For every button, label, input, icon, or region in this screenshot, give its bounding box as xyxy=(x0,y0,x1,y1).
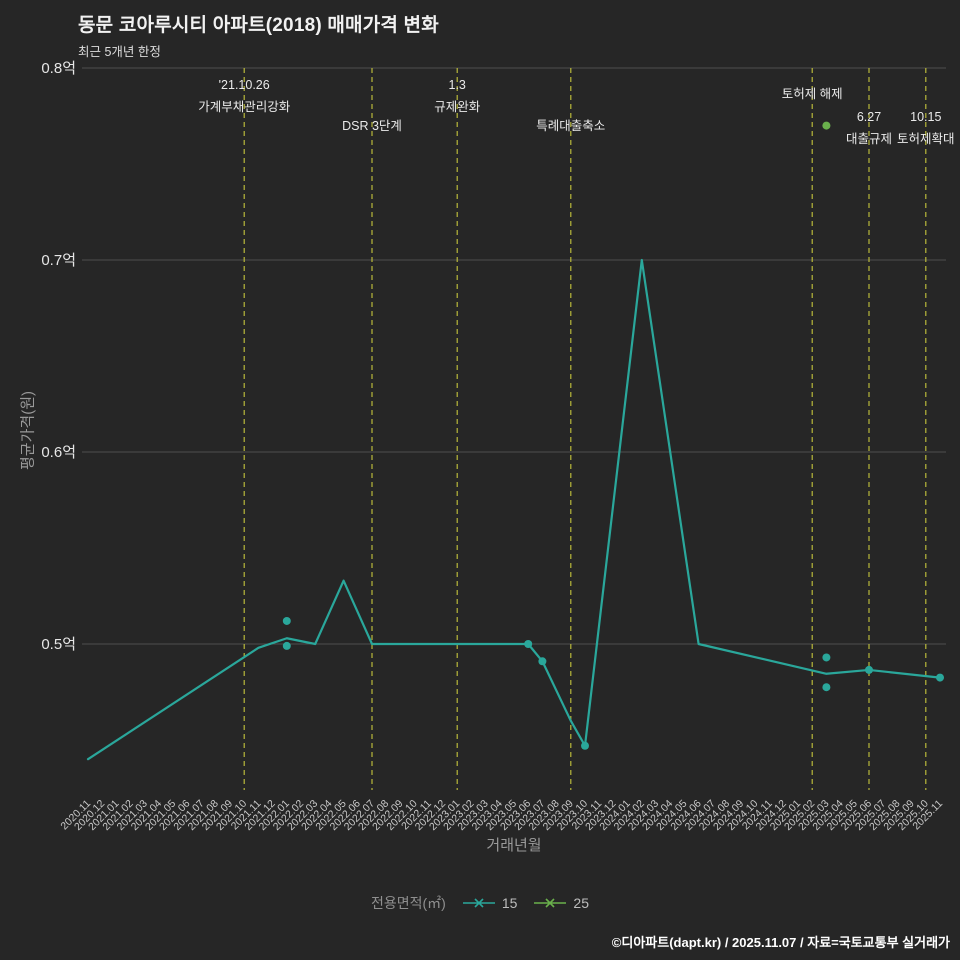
y-tick-label: 0.5억 xyxy=(41,636,76,653)
marker-15 xyxy=(282,641,291,650)
legend-item-label-25: 25 xyxy=(573,895,589,911)
marker-15 xyxy=(538,657,547,666)
event-label: '21.10.26 xyxy=(219,78,270,92)
event-label: 10.15 xyxy=(910,110,941,124)
legend-item-25[interactable]: 25 xyxy=(533,895,589,911)
event-label: 가계부채관리강화 xyxy=(198,100,291,114)
event-label: 특례대출축소 xyxy=(536,119,605,133)
event-label: 토허제확대 xyxy=(897,132,955,146)
event-label: 규제완화 xyxy=(434,100,481,114)
marker-15 xyxy=(822,683,831,692)
y-tick-label: 0.6억 xyxy=(41,444,76,461)
y-tick-label: 0.8억 xyxy=(41,60,76,77)
marker-15 xyxy=(282,616,291,625)
event-label: 1.3 xyxy=(449,78,466,92)
event-label: 대출규제 xyxy=(846,132,892,146)
legend: 전용면적(㎡) 15 25 xyxy=(0,893,960,913)
page-subtitle: 최근 5개년 한정 xyxy=(78,45,161,59)
marker-15 xyxy=(936,673,944,682)
y-tick-label: 0.7억 xyxy=(41,252,76,269)
marker-15 xyxy=(822,653,831,662)
event-label: 6.27 xyxy=(857,110,881,124)
legend-item-15[interactable]: 15 xyxy=(462,895,518,911)
page-title: 동문 코아루시티 아파트(2018) 매매가격 변화 xyxy=(78,15,439,36)
x-axis-title: 거래년월 xyxy=(486,837,542,854)
marker-25 xyxy=(822,121,831,130)
marker-15 xyxy=(581,741,589,750)
marker-15 xyxy=(865,665,873,674)
event-label: 토허제 해제 xyxy=(782,87,843,101)
legend-line-marker-25-icon xyxy=(534,898,567,908)
legend-title: 전용면적(㎡) xyxy=(370,895,446,911)
legend-item-label-15: 15 xyxy=(501,895,518,911)
marker-15 xyxy=(524,640,533,648)
legend-line-marker-15-icon xyxy=(462,898,495,908)
source-credit: ©디아파트(dapt.kr) / 2025.11.07 / 자료=국토교통부 실… xyxy=(611,935,950,950)
event-label: DSR 3단계 xyxy=(342,119,402,133)
y-axis-title: 평균가격(원) xyxy=(19,391,37,470)
